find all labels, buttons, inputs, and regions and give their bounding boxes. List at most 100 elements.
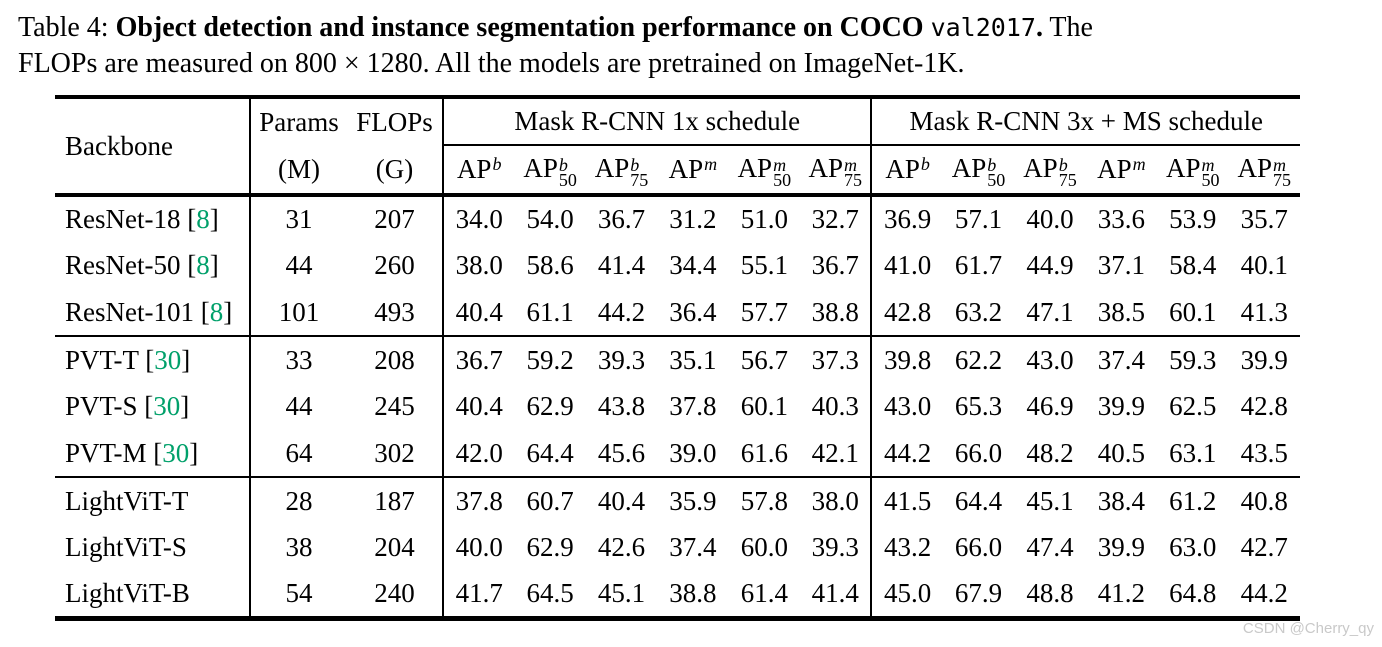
ap-value-cell-3x: 41.3	[1228, 289, 1300, 337]
ap-value-cell-1x: 45.6	[585, 430, 658, 478]
params-cell: 101	[250, 289, 347, 337]
ap-value-cell-3x: 63.1	[1157, 430, 1229, 478]
citation-link[interactable]: 30	[154, 344, 182, 375]
caption-title: Object detection and instance segmentati…	[115, 12, 931, 43]
table-group: ResNet-18 [8] 31 207 34.0 54.0 36.7 31.2 51.0 32…	[55, 195, 1300, 337]
ap-column-header: AP m 75	[1228, 145, 1300, 197]
ap-value-cell-1x: 40.3	[800, 383, 873, 430]
ap-value-cell-1x: 44.2	[585, 289, 658, 337]
caption-line1-rest: The	[1042, 12, 1093, 43]
ap-value-cell-3x: 44.2	[1240, 577, 1288, 608]
ap-value-cell-1x: 37.8	[455, 485, 503, 516]
params-header: Params	[259, 106, 339, 137]
ap-value-cell-3x: 33.6	[1097, 204, 1145, 234]
citation-link[interactable]: 30	[153, 391, 181, 421]
schedule2-header: Mask R-CNN 3x + MS schedule	[871, 97, 1300, 146]
model-name: ResNet-50	[65, 250, 181, 280]
flops-cell: 493	[347, 289, 444, 337]
table-row: ResNet-101 [8] 101 493 40.4 61.1 44.2 36.4 57.7…	[55, 289, 1300, 337]
ap-column-header: AP b 50	[942, 145, 1015, 197]
ap-value-cell-1x: 60.7	[526, 485, 574, 516]
caption-line2: FLOPs are measured on 800 × 1280. All th…	[18, 48, 965, 79]
ap-value-cell-1x: 37.4	[669, 532, 717, 562]
ap-value-cell-1x: 57.8	[740, 485, 788, 516]
table-caption: Table 4: Object detection and instance s…	[18, 10, 1374, 82]
ap-value-cell-3x: 66.0	[942, 430, 1015, 478]
ap-column-header: AP b 75	[1014, 145, 1086, 197]
ap-value-cell-1x: 40.4	[455, 391, 503, 421]
table-row: LightViT-S 38 204 40.0 62.9 42.6 37.4 60.0 39.3 4…	[55, 524, 1300, 571]
table-row: PVT-S [30] 44 245 40.4 62.9 43.8 37.8 60.1 40.3 4…	[55, 383, 1300, 430]
citation-link[interactable]: 8	[196, 250, 210, 280]
ap-value-cell-3x: 63.2	[942, 289, 1015, 337]
ap-value-cell-1x: 34.0	[455, 204, 503, 234]
ap-value-cell-1x: 51.0	[740, 204, 788, 234]
ap-value-cell-1x: 42.6	[597, 532, 646, 562]
model-name: LightViT-S	[65, 532, 187, 562]
ap-value-cell-1x: 42.1	[800, 430, 873, 478]
ap-value-cell-1x: 60.1	[740, 391, 788, 421]
ap-value-cell-1x: 36.7	[597, 204, 646, 234]
model-name: ResNet-18	[65, 204, 181, 234]
ap-value-cell-1x: 37.3	[800, 336, 873, 383]
flops-cell: 207	[347, 195, 444, 242]
table-row: PVT-M [30] 64 302 42.0 64.4 45.6 39.0 61.6 42.1 4…	[55, 430, 1300, 478]
ap-value-cell-3x: 37.1	[1097, 250, 1145, 280]
ap-value-cell-3x: 43.2	[884, 532, 932, 562]
ap-value-cell-3x: 39.9	[1240, 344, 1288, 375]
caption-label: Table 4:	[18, 12, 116, 43]
caption-period: .	[1035, 12, 1043, 43]
ap-value-cell-1x: 41.4	[597, 250, 646, 280]
table-row: PVT-T [30] 33 208 36.7 59.2 39.3 35.1 56.7 37.3 3…	[55, 336, 1300, 383]
ap-value-cell-1x: 31.2	[669, 204, 717, 234]
ap-value-cell-3x: 43.0	[1026, 344, 1074, 375]
ap-value-cell-3x: 39.8	[884, 344, 932, 375]
ap-column-header: AP m 75	[800, 145, 873, 197]
flops-header: FLOPs	[347, 97, 444, 145]
ap-column-header: AP b 50	[514, 145, 586, 197]
ap-value-cell-1x: 38.8	[800, 289, 873, 337]
ap-value-cell-3x: 61.2	[1169, 485, 1217, 516]
flops-cell: 187	[347, 477, 444, 524]
ap-value-cell-3x: 38.4	[1097, 485, 1145, 516]
ap-column-header: AP b	[443, 145, 515, 197]
backbone-cell: PVT-T [30]	[55, 336, 251, 383]
ap-value-cell-3x: 42.8	[871, 289, 943, 337]
ap-value-cell-1x: 38.0	[800, 477, 873, 524]
citation-link[interactable]: 8	[196, 204, 210, 234]
ap-value-cell-1x: 56.7	[740, 344, 788, 375]
ap-value-cell-3x: 44.9	[1026, 250, 1074, 280]
ap-value-cell-1x: 39.0	[657, 430, 729, 478]
ap-value-cell-1x: 59.2	[526, 344, 574, 375]
params-cell: 31	[285, 204, 313, 234]
ap-value-cell-3x: 44.2	[871, 430, 943, 478]
ap-value-cell-1x: 45.1	[597, 577, 646, 608]
model-name: PVT-M	[65, 437, 147, 468]
ap-value-cell-1x: 37.8	[669, 391, 717, 421]
ap-value-cell-1x: 55.1	[740, 250, 788, 280]
ap-value-cell-1x: 54.0	[526, 204, 574, 234]
params-cell: 33	[285, 344, 313, 375]
backbone-cell: LightViT-T	[55, 477, 251, 524]
table-row: ResNet-50 [8] 44 260 38.0 58.6 41.4 34.4 55.1 36…	[55, 242, 1300, 289]
ap-value-cell-3x: 53.9	[1169, 204, 1217, 234]
ap-value-cell-3x: 41.5	[884, 485, 932, 516]
ap-value-cell-1x: 35.9	[669, 485, 717, 516]
ap-value-cell-3x: 61.7	[954, 250, 1003, 280]
ap-value-cell-1x: 58.6	[526, 250, 574, 280]
ap-value-cell-1x: 40.0	[455, 532, 503, 562]
ap-value-cell-3x: 41.2	[1097, 577, 1145, 608]
backbone-cell: ResNet-18 [8]	[55, 195, 251, 242]
table-row: ResNet-18 [8] 31 207 34.0 54.0 36.7 31.2 51.0 32…	[55, 195, 1300, 242]
flops-cell: 204	[347, 524, 444, 571]
ap-value-cell-3x: 63.0	[1169, 532, 1217, 562]
ap-value-cell-1x: 64.5	[526, 577, 574, 608]
caption-code: val2017	[930, 13, 1036, 42]
ap-value-cell-1x: 64.4	[514, 430, 586, 478]
citation-link[interactable]: 30	[162, 437, 190, 468]
ap-value-cell-1x: 62.9	[526, 391, 574, 421]
citation-link[interactable]: 8	[209, 296, 224, 327]
ap-value-cell-1x: 36.7	[800, 242, 873, 289]
ap-value-cell-3x: 47.1	[1014, 289, 1086, 337]
ap-value-cell-1x: 35.1	[669, 344, 717, 375]
